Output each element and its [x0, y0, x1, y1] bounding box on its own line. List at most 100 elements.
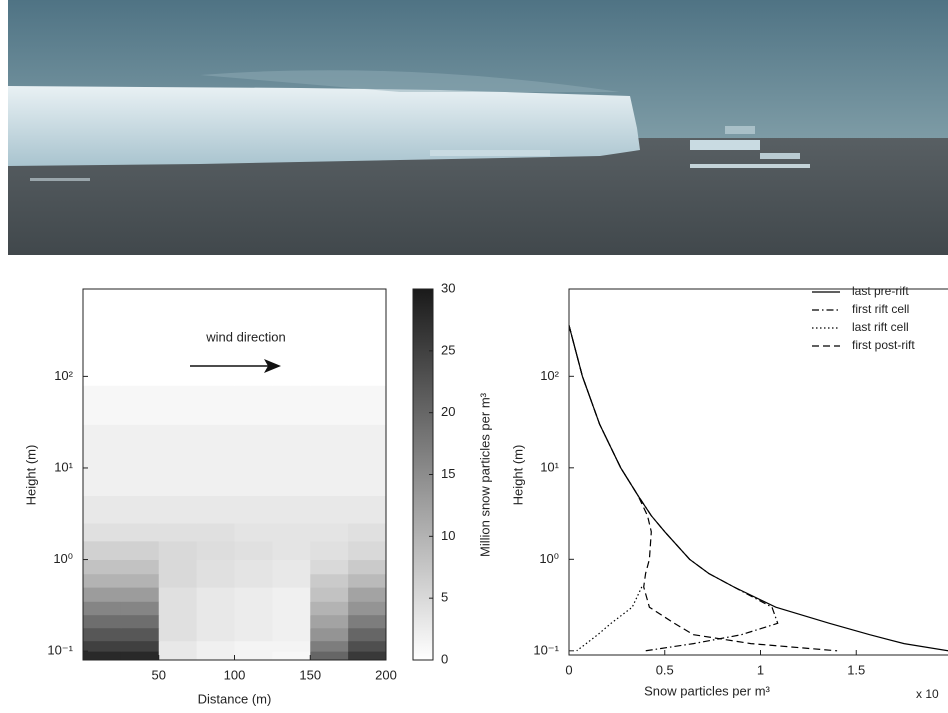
y-tick-label: 10¹	[540, 459, 559, 474]
colorbar-tick-label: 5	[441, 590, 448, 605]
contour-cell	[234, 640, 273, 652]
series-line	[568, 325, 838, 652]
y-tick-label: 10⁻¹	[533, 642, 559, 657]
annotation: wind direction	[205, 329, 286, 344]
contour-cell	[310, 289, 349, 386]
contour-cell	[120, 385, 160, 425]
contour-cell	[272, 289, 311, 386]
arrow-head	[264, 359, 281, 373]
x-tick-label: 100	[224, 667, 246, 682]
contour-cell	[310, 424, 349, 497]
contour-cell	[234, 424, 273, 497]
contour-cell	[83, 601, 122, 616]
contour-cell	[272, 651, 311, 661]
contour-cell	[196, 651, 235, 661]
contour-cell	[234, 559, 273, 575]
contour-cell	[196, 495, 235, 524]
colorbar-tick-label: 0	[441, 651, 448, 666]
contour-cell	[310, 495, 349, 524]
contour-cell	[120, 573, 160, 588]
contour-cell	[83, 651, 122, 661]
contour-cell	[310, 587, 349, 602]
contour-cell	[196, 627, 235, 642]
contour-cell	[310, 573, 349, 588]
contour-cell	[348, 627, 387, 642]
contour-cell	[272, 587, 311, 602]
contour-cell	[234, 523, 273, 542]
contour-cell	[272, 385, 311, 425]
contour-cell	[310, 385, 349, 425]
contour-cell	[272, 640, 311, 652]
contour-cell	[158, 540, 198, 561]
legend-label: first rift cell	[852, 302, 909, 316]
contour-cell	[348, 601, 387, 616]
contour-cell	[158, 424, 198, 497]
contour-cell	[158, 559, 198, 575]
x-tick-label: 200	[375, 667, 397, 682]
contour-cell	[348, 614, 387, 629]
contour-cell	[196, 540, 235, 561]
contour-cell	[348, 289, 387, 386]
contour-cell	[234, 651, 273, 661]
contour-cell	[196, 559, 235, 575]
legend-label: last pre-rift	[852, 284, 909, 298]
contour-cell	[196, 587, 235, 602]
contour-cell	[196, 523, 235, 542]
x-tick-label: 1.5	[847, 662, 865, 677]
contour-cell	[120, 601, 160, 616]
line-chart: last pre-rift first rift cell last rift ce…	[510, 284, 948, 701]
colorbar-tick-label: 20	[441, 404, 455, 419]
contour-cell	[83, 424, 122, 497]
contour-cell	[196, 640, 235, 652]
x-tick-label: 1	[757, 662, 764, 677]
y-tick-label: 10²	[540, 368, 559, 383]
contour-cell	[348, 523, 387, 542]
contour-cell	[158, 587, 198, 602]
contour-cell	[272, 540, 311, 561]
contour-cell	[83, 640, 122, 652]
contour-cell	[158, 627, 198, 642]
contour-cell	[310, 559, 349, 575]
contour-cell	[234, 573, 273, 588]
contour-cell	[120, 587, 160, 602]
photo	[8, 0, 948, 255]
contour-cell	[348, 573, 387, 588]
contour-cell	[83, 627, 122, 642]
contour-cell	[348, 651, 387, 661]
contour-cell	[272, 601, 311, 616]
contour-cell	[196, 424, 235, 497]
x-tick-label: 0.5	[656, 662, 674, 677]
colorbar-tick-label: 25	[441, 342, 455, 357]
contour-cell	[158, 289, 198, 386]
contour-cell	[234, 627, 273, 642]
x-axis-label: Snow particles per m³	[644, 683, 770, 698]
y-tick-label: 10⁻¹	[47, 643, 73, 658]
contour-cell	[272, 627, 311, 642]
contour-cell	[348, 385, 387, 425]
contour-cell	[348, 540, 387, 561]
y-axis-label: Height (m)	[23, 445, 38, 506]
legend-label: last rift cell	[852, 320, 909, 334]
contour-cell	[83, 523, 122, 542]
x-tick-label: 50	[152, 667, 166, 682]
contour-cell	[120, 614, 160, 629]
contour-cell	[120, 289, 160, 386]
y-tick-label: 10⁰	[539, 551, 559, 566]
series-line	[568, 325, 779, 652]
contour-cell	[234, 601, 273, 616]
contour-cell	[120, 523, 160, 542]
colorbar-label: Million snow particles per m³	[477, 392, 492, 557]
contour-cell	[196, 573, 235, 588]
contour-cell	[120, 640, 160, 652]
contour-cell	[310, 601, 349, 616]
contour-cell	[158, 601, 198, 616]
contour-cell	[83, 540, 122, 561]
x-axis-label: Distance (m)	[198, 691, 272, 706]
y-axis-label: Height (m)	[510, 445, 525, 506]
colorbar-tick-label: 30	[441, 280, 455, 295]
series-line	[576, 586, 643, 652]
x-tick-label: 150	[299, 667, 321, 682]
